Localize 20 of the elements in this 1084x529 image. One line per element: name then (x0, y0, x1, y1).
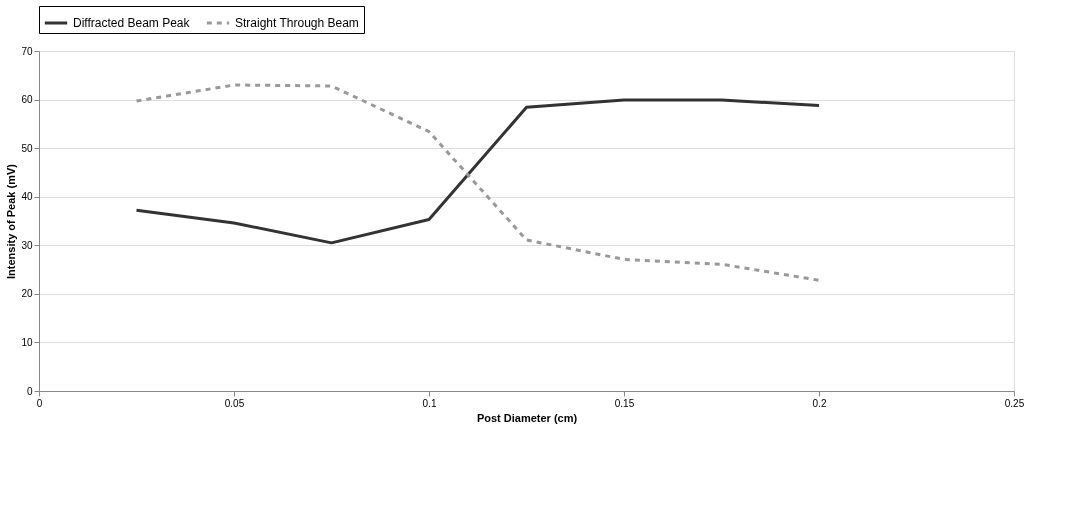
y-tick-label: 70 (21, 45, 33, 57)
x-tick-label: 0.05 (224, 397, 245, 409)
y-tick-label: 40 (21, 191, 33, 203)
x-axis-title: Post Diameter (cm) (476, 411, 578, 424)
x-tick-label: 0.2 (812, 397, 827, 409)
x-tick-label: 0.15 (614, 397, 635, 409)
y-tick-label: 30 (21, 239, 33, 251)
x-tick-label: 0 (36, 397, 43, 409)
legend-label: Diffracted Beam Peak (73, 16, 191, 30)
y-axis-title: Intensity of Peak (mV) (5, 163, 18, 279)
line-series (135, 98, 821, 245)
y-tick-label: 60 (21, 94, 33, 106)
x-tick-label: 0.1 (422, 397, 437, 409)
y-tick-label: 20 (21, 288, 33, 300)
y-tick-label: 0 (26, 385, 33, 397)
x-tick-label: 0.25 (1004, 397, 1025, 409)
y-tick-label: 50 (21, 142, 33, 154)
line-series (135, 83, 821, 282)
legend-label: Straight Through Beam (235, 16, 359, 30)
y-tick-label: 10 (21, 336, 33, 348)
